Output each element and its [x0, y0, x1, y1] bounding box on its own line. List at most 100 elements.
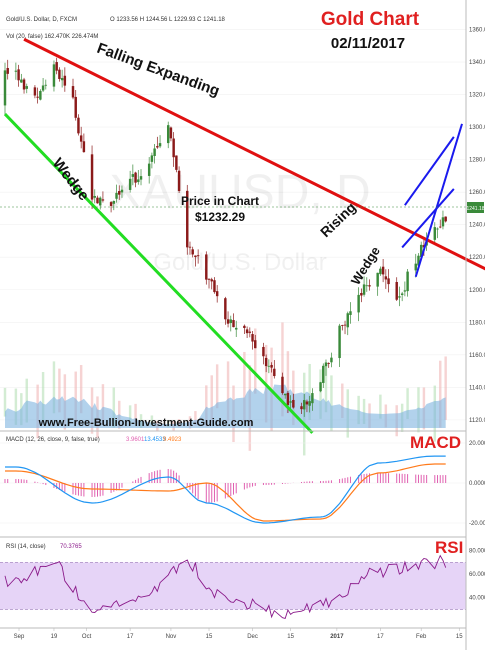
candle-up	[234, 327, 238, 330]
candle-up	[436, 228, 439, 230]
volume-bar	[134, 403, 137, 422]
x-tick-label: Dec	[247, 634, 258, 640]
price-tick-label: 1180.00	[469, 320, 485, 326]
candle-up	[400, 293, 404, 295]
last-price-tag-box	[467, 202, 484, 213]
trendline-layer	[3, 37, 485, 434]
candle-up	[112, 200, 116, 204]
volume-bar	[254, 328, 257, 394]
volume-bar	[379, 394, 382, 419]
price-tick-label: 1140.00	[469, 385, 485, 391]
candle-down	[17, 69, 20, 81]
rsi-band	[0, 562, 466, 610]
candle-down	[444, 216, 447, 222]
candle-down	[251, 334, 254, 342]
wedge-left-trendline	[3, 113, 314, 434]
candle-up	[322, 365, 325, 383]
candle-up	[417, 255, 420, 266]
candle-down	[343, 324, 347, 326]
candle-down	[305, 401, 309, 405]
candle-down	[82, 141, 86, 153]
macd-axis: 20.0000 0.0000 -20.0000	[469, 441, 485, 527]
candle-down	[194, 255, 197, 257]
candle-down	[175, 155, 178, 170]
rsi-tick-label: 60.0000	[469, 572, 485, 578]
candle-up	[14, 70, 18, 72]
rising-wedge-lower-line	[401, 188, 455, 249]
candle-up	[403, 290, 407, 292]
x-axis: Sep19Oct17Nov15Dec15201717Feb15Mar20	[14, 628, 463, 640]
candle-up	[120, 189, 124, 193]
volume-bar	[324, 363, 328, 413]
annotation-price-value: $1232.29	[195, 210, 245, 224]
price-tick-label: 1340.00	[469, 60, 485, 66]
rising-wedge-upper-line	[404, 136, 455, 206]
candle-up	[376, 272, 379, 287]
candle-up	[349, 311, 352, 315]
x-tick-label: 2017	[330, 634, 344, 640]
candle-down	[327, 363, 330, 364]
candle-up	[433, 227, 437, 240]
chart-date: 02/11/2017	[331, 35, 405, 52]
chart-title: Gold Chart	[321, 9, 420, 30]
candle-up	[52, 64, 56, 87]
candle-up	[115, 192, 118, 199]
candle-up	[44, 84, 48, 86]
candle-up	[308, 401, 311, 406]
candle-up	[406, 271, 409, 292]
volume-bar	[112, 387, 116, 428]
volume-bar	[128, 405, 132, 425]
candle-down	[422, 245, 426, 248]
volume-bar	[286, 351, 290, 414]
candle-up	[150, 155, 154, 162]
annotation-price-label: Price in Chart	[181, 194, 259, 208]
candle-up	[128, 178, 132, 190]
last-price-tag: 1241.18	[466, 202, 485, 213]
candle-up	[3, 70, 7, 106]
candle-down	[186, 190, 189, 248]
volume-bar	[319, 369, 322, 419]
candle-down	[63, 75, 67, 86]
volume-line: Vol (20, false) 162.470K 226.474M	[6, 34, 98, 40]
falling-expanding-trendline	[23, 37, 485, 271]
candle-down	[169, 127, 173, 139]
candle-down	[243, 325, 246, 329]
candle-up	[398, 296, 401, 298]
candle-down	[226, 319, 230, 324]
candle-up	[20, 79, 23, 83]
candle-up	[229, 319, 233, 324]
ohlc-line: O 1233.56 H 1244.56 L 1229.93 C 1241.18	[110, 17, 226, 23]
candle-up	[137, 179, 140, 183]
volume-bar	[243, 351, 246, 422]
candle-down	[55, 62, 58, 71]
candle-down	[224, 298, 227, 320]
macd-value-1: 3.9601	[126, 437, 145, 443]
candle-down	[286, 392, 290, 406]
candle-down	[245, 329, 249, 334]
x-tick-label: 19	[51, 634, 58, 640]
last-price-tag-text: 1241.18	[466, 206, 484, 212]
macd-panel-label: MACD	[410, 433, 461, 452]
volume-bar	[166, 420, 170, 428]
candle-down	[262, 346, 265, 357]
candle-down	[90, 154, 94, 200]
volume-bar	[41, 372, 45, 421]
price-tick-label: 1300.00	[469, 125, 485, 131]
candle-down	[232, 320, 235, 328]
candle-up	[267, 365, 271, 367]
volume-bar	[308, 363, 311, 420]
candle-up	[330, 357, 333, 363]
candle-up	[131, 174, 135, 177]
price-tick-label: 1220.00	[469, 255, 485, 261]
rsi-line	[4, 554, 447, 619]
candle-down	[74, 96, 77, 118]
candle-up	[303, 400, 306, 410]
candle-down	[213, 280, 216, 293]
candle-down	[101, 199, 105, 201]
candle-down	[58, 69, 61, 79]
candle-down	[341, 325, 344, 326]
candle-down	[177, 170, 181, 191]
candle-down	[254, 340, 257, 349]
volume-bar	[439, 360, 442, 428]
candle-down	[300, 406, 303, 410]
